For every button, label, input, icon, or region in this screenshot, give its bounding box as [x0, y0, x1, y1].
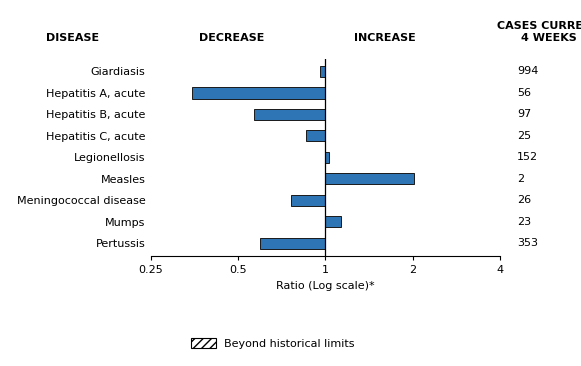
- Bar: [320, 66, 325, 77]
- Text: DECREASE: DECREASE: [199, 33, 264, 43]
- Text: CASES CURRENT
4 WEEKS: CASES CURRENT 4 WEEKS: [497, 21, 581, 43]
- Bar: [260, 238, 325, 249]
- Text: 994: 994: [517, 67, 539, 76]
- Bar: [192, 87, 325, 98]
- Bar: [253, 109, 325, 120]
- Legend: Beyond historical limits: Beyond historical limits: [187, 334, 360, 354]
- Bar: [291, 195, 325, 206]
- Text: 353: 353: [517, 238, 538, 248]
- Text: 152: 152: [517, 152, 538, 163]
- Text: 2: 2: [517, 174, 524, 184]
- Text: 23: 23: [517, 217, 531, 227]
- Text: 26: 26: [517, 195, 531, 205]
- Text: 56: 56: [517, 88, 531, 98]
- X-axis label: Ratio (Log scale)*: Ratio (Log scale)*: [276, 281, 375, 291]
- Bar: [325, 152, 329, 163]
- Bar: [306, 130, 325, 142]
- Bar: [325, 216, 340, 227]
- Bar: [325, 173, 414, 184]
- Text: 97: 97: [517, 109, 532, 119]
- Text: 25: 25: [517, 131, 531, 141]
- Text: DISEASE: DISEASE: [46, 33, 99, 43]
- Text: INCREASE: INCREASE: [354, 33, 415, 43]
